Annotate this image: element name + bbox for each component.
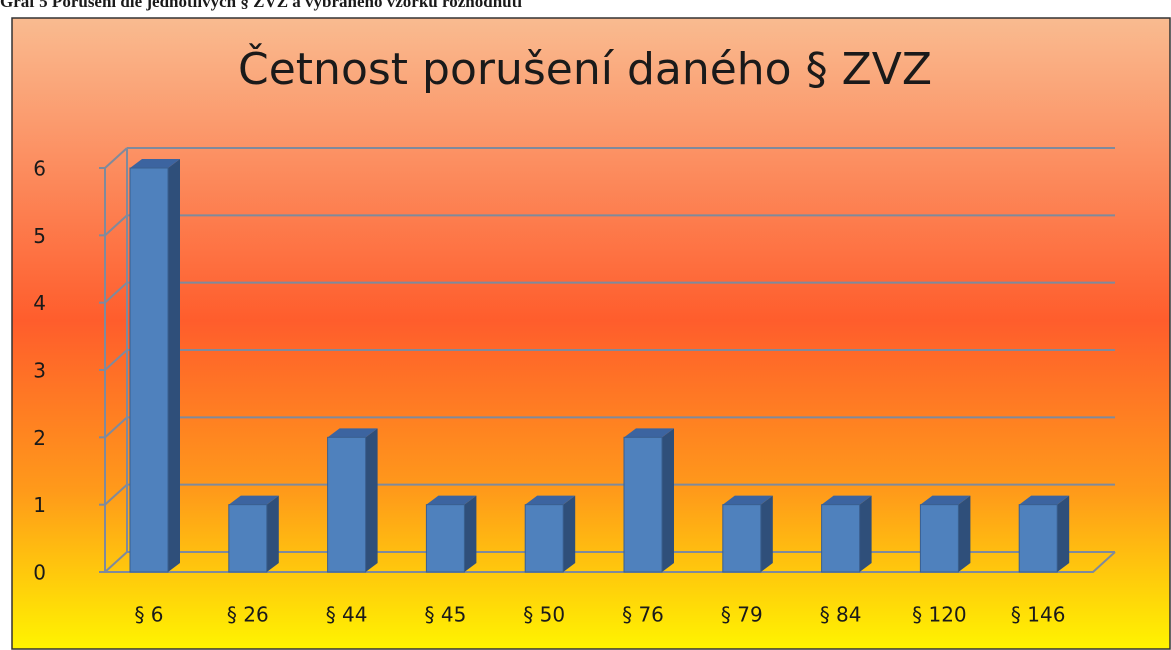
caption: Graf 5 Porušení dle jednotlivých § ZVZ a… [0, 0, 522, 11]
bar [722, 504, 762, 573]
y-tick-label: 2 [33, 426, 46, 450]
bar-side [563, 495, 576, 572]
bar [919, 504, 959, 573]
grid-line [104, 551, 128, 573]
x-tick-label: § 45 [424, 603, 466, 627]
bar-top [228, 495, 279, 505]
bar-side [464, 495, 477, 572]
bar-side [859, 495, 872, 572]
grid-line [104, 349, 128, 371]
x-tick-label: § 79 [721, 603, 763, 627]
chart-title: Četnost porušení daného § ZVZ [238, 42, 932, 95]
bar [327, 436, 367, 573]
bar-top [920, 495, 971, 505]
bar [524, 504, 564, 573]
grid-line [104, 281, 128, 304]
bar [129, 167, 169, 573]
bar [228, 504, 268, 573]
bar-top [624, 428, 674, 438]
y-tick-label: 1 [33, 493, 46, 517]
x-tick-label: § 6 [134, 603, 163, 627]
y-tick-label: 0 [33, 561, 46, 585]
bar-top [722, 495, 773, 505]
bar-side [365, 428, 378, 572]
grid-line [104, 483, 128, 506]
y-tick-label: 5 [33, 224, 46, 248]
chart-area [11, 17, 1171, 650]
x-tick-label: § 120 [912, 603, 967, 627]
bar-top [426, 495, 477, 505]
bar-top [327, 428, 378, 438]
bar-side [662, 428, 674, 572]
bar-side [1057, 495, 1070, 572]
bar [425, 504, 465, 573]
x-tick-label: § 84 [820, 603, 862, 627]
x-tick-label: § 50 [523, 603, 565, 627]
bar-top [1019, 495, 1070, 505]
bar-side [266, 495, 279, 572]
bar-top [525, 495, 576, 505]
y-tick-label: 6 [33, 157, 46, 181]
bar [821, 504, 861, 573]
bar-side [958, 495, 971, 572]
bar-side [760, 495, 773, 572]
x-tick-label: § 26 [227, 603, 269, 627]
grid-line [104, 416, 128, 439]
grid-line [104, 214, 128, 237]
y-tick-label: 3 [33, 359, 46, 383]
bar-top [130, 159, 180, 168]
y-tick-label: 4 [33, 291, 46, 315]
grid-line [104, 147, 128, 169]
bar-top [821, 495, 872, 505]
bar [623, 436, 663, 573]
x-tick-label: § 44 [326, 603, 368, 627]
x-tick-label: § 146 [1011, 603, 1066, 627]
bar-side [168, 159, 180, 572]
bar [1018, 504, 1058, 573]
x-tick-label: § 76 [622, 603, 664, 627]
